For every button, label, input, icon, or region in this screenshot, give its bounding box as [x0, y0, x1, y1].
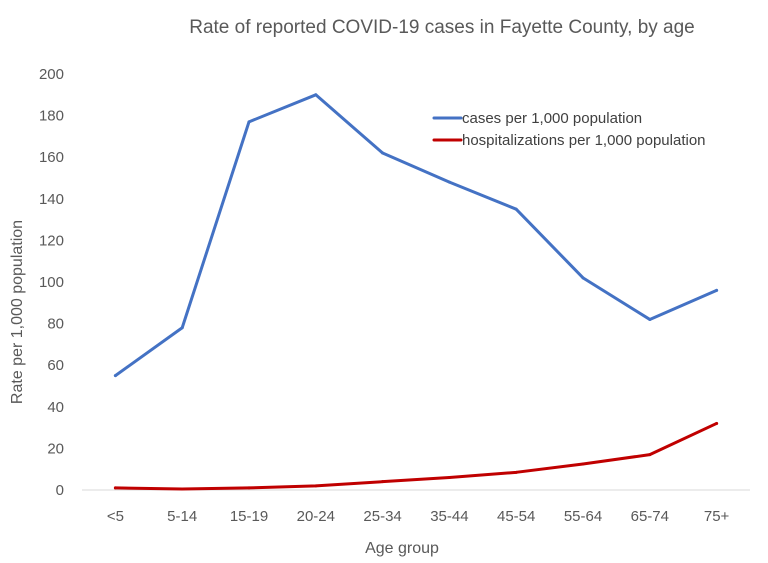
legend: cases per 1,000 population hospitalizatio…	[432, 110, 706, 149]
x-tick-label: 15-19	[230, 508, 268, 525]
x-tick-label: 45-54	[497, 508, 535, 525]
x-tick-label: 55-64	[564, 508, 602, 525]
y-axis-ticks: 0 20 40 60 80 100 120 140 160 180 200	[39, 66, 64, 499]
y-tick-label: 40	[47, 399, 64, 416]
x-axis-label: Age group	[365, 540, 439, 557]
data-point	[715, 288, 719, 292]
data-point	[247, 486, 251, 490]
y-tick-label: 200	[39, 66, 64, 83]
data-point	[381, 151, 385, 155]
data-point	[648, 453, 652, 457]
data-point	[514, 470, 518, 474]
y-tick-label: 100	[39, 274, 64, 291]
data-point	[381, 480, 385, 484]
data-point	[514, 207, 518, 211]
data-point	[180, 487, 184, 491]
series-line	[113, 93, 719, 378]
x-tick-label: 25-34	[363, 508, 401, 525]
data-point	[715, 421, 719, 425]
x-tick-label: <5	[107, 508, 124, 525]
data-point	[180, 326, 184, 330]
y-tick-label: 20	[47, 440, 64, 457]
series-1	[113, 421, 719, 491]
legend-label: cases per 1,000 population	[462, 110, 642, 127]
chart-title: Rate of reported COVID-19 cases in Fayet…	[189, 17, 695, 38]
y-tick-label: 160	[39, 149, 64, 166]
x-tick-label: 35-44	[430, 508, 468, 525]
series-layer	[113, 93, 719, 491]
series-line	[113, 421, 719, 491]
data-point	[581, 276, 585, 280]
data-point	[247, 120, 251, 124]
x-tick-label: 5-14	[167, 508, 197, 525]
data-point	[113, 374, 117, 378]
data-point	[314, 93, 318, 97]
data-point	[447, 476, 451, 480]
data-point	[113, 486, 117, 490]
y-tick-label: 60	[47, 357, 64, 374]
data-point	[648, 317, 652, 321]
y-tick-label: 120	[39, 232, 64, 249]
y-tick-label: 0	[56, 482, 64, 499]
y-tick-label: 140	[39, 191, 64, 208]
x-tick-label: 20-24	[297, 508, 335, 525]
x-tick-label: 75+	[704, 508, 730, 525]
x-axis-ticks: <5 5-14 15-19 20-24 25-34 35-44 45-54 55-64 65-7…	[107, 508, 730, 525]
data-point	[314, 484, 318, 488]
legend-label: hospitalizations per 1,000 population	[462, 132, 706, 149]
data-point	[447, 180, 451, 184]
y-tick-label: 80	[47, 316, 64, 333]
y-axis-label: Rate per 1,000 population	[9, 220, 26, 404]
x-tick-label: 65-74	[631, 508, 669, 525]
series-0	[113, 93, 719, 378]
y-tick-label: 180	[39, 108, 64, 125]
data-point	[581, 462, 585, 466]
